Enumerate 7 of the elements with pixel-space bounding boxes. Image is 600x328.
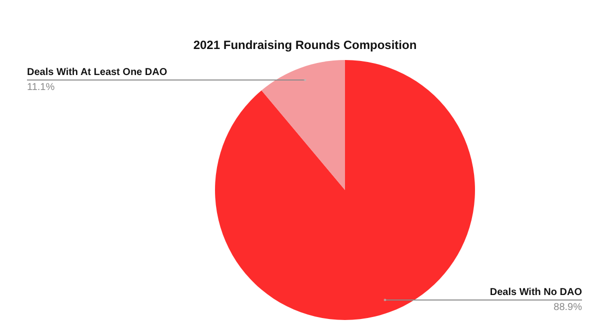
pie-slice (215, 60, 475, 320)
slice-label: Deals With No DAO (490, 286, 582, 298)
data-label: 11.1% (27, 82, 55, 94)
pie-slice (262, 60, 345, 190)
data-label: 88.9% (554, 302, 582, 313)
chart-title: 2021 Fundraising Rounds Composition (193, 38, 417, 52)
slice-label: Deals With At Least One DAO (27, 67, 168, 78)
